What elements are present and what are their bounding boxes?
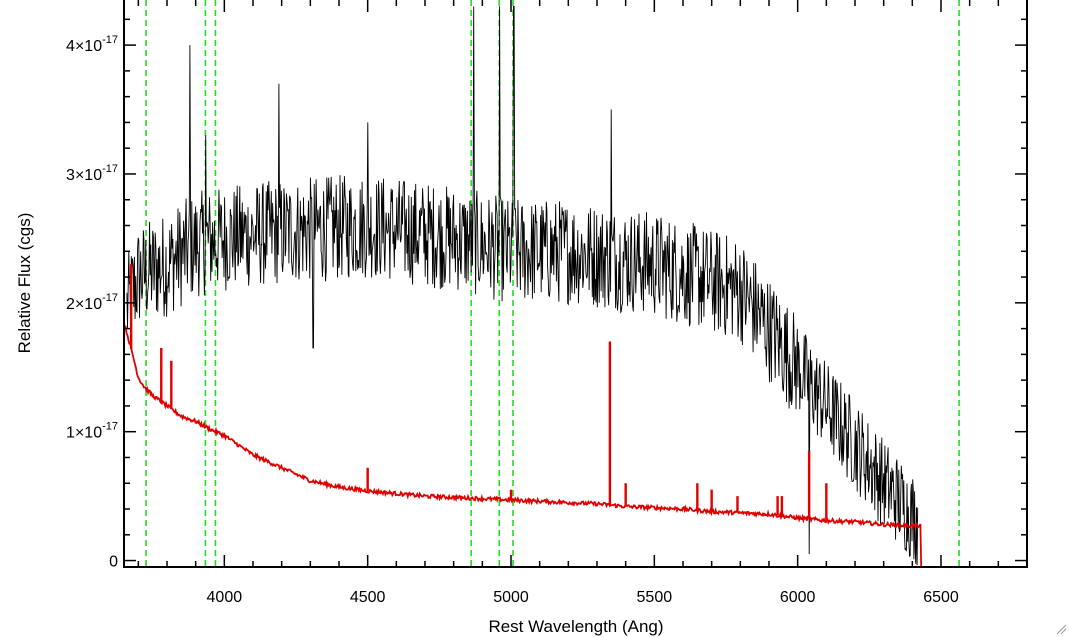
axes [123,0,1028,568]
x-axis-title: Rest Wavelength (Ang) [488,617,663,636]
x-tick-label: 5500 [637,589,673,606]
resize-grip-icon[interactable] [1055,623,1067,635]
model-spectrum-line [124,322,1027,567]
x-tick-label: 6500 [923,589,959,606]
y-tick-label: 1×10-17 [66,421,118,442]
tick-marks [124,0,1028,567]
x-tick-labels: 4000 4500 5000 5500 6000 6500 [207,589,959,606]
x-tick-label: 4000 [207,589,243,606]
y-axis-title: Relative Flux (cgs) [15,213,34,354]
plot-frame [123,0,1028,568]
x-tick-label: 6000 [780,589,816,606]
series-layer [124,5,1027,567]
x-tick-label: 5000 [493,589,529,606]
y-tick-label: 4×10-17 [66,34,118,55]
x-tick-label: 4500 [350,589,386,606]
y-tick-label: 0 [109,554,118,571]
reference-lines [145,0,960,567]
observed-spectrum-line [126,5,919,566]
y-tick-label: 2×10-17 [66,292,118,313]
y-tick-labels: 0 1×10-17 2×10-17 3×10-17 4×10-17 [66,34,118,570]
y-tick-label: 3×10-17 [66,163,118,184]
